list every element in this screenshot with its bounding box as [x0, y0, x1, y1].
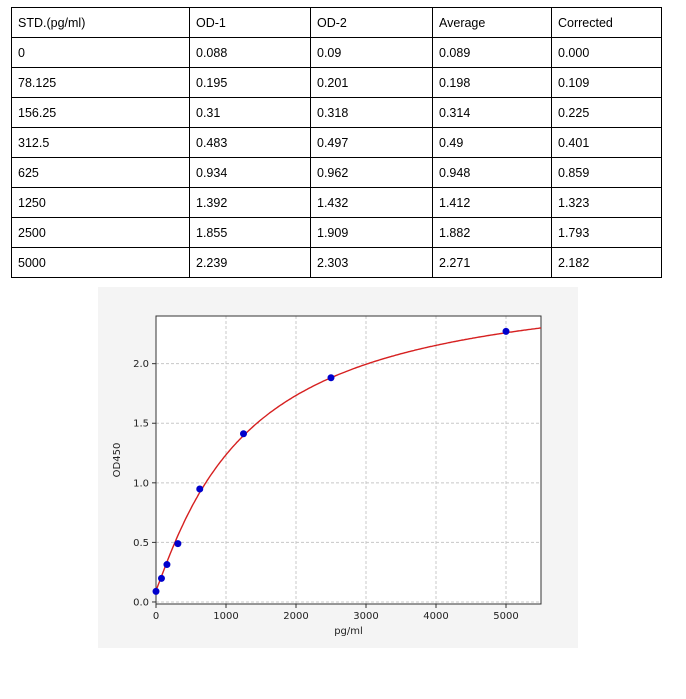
data-point — [196, 485, 204, 493]
table-row: 2500 1.855 1.909 1.882 1.793 — [11, 217, 662, 248]
y-tick-label: 1.5 — [133, 419, 149, 430]
table-cell: 0.49 — [432, 127, 552, 158]
x-tick-label: 5000 — [493, 611, 518, 622]
fit-curve — [155, 327, 542, 591]
table-cell: 0.318 — [310, 97, 433, 128]
table-cell: 5000 — [11, 247, 190, 278]
table-row: 78.125 0.195 0.201 0.198 0.109 — [11, 67, 662, 98]
table-cell: 0 — [11, 37, 190, 68]
table-row: 156.25 0.31 0.318 0.314 0.225 — [11, 97, 662, 128]
standard-curve-chart: 0 1000 2000 3000 4000 5000 0.0 0.5 1.0 1.5 2.0 pg/m… — [112, 315, 542, 637]
table-cell: 0.201 — [310, 67, 433, 98]
table-cell: 0.09 — [310, 37, 433, 68]
table-row: 0 0.088 0.09 0.089 0.000 — [11, 37, 662, 68]
table-cell: 1.855 — [189, 217, 311, 248]
table-cell: 2.303 — [310, 247, 433, 278]
table-cell: 2.271 — [432, 247, 552, 278]
table-cell: 0.401 — [551, 127, 662, 158]
table-cell: 78.125 — [11, 67, 190, 98]
plot-area — [156, 316, 541, 604]
y-tick-label: 0.0 — [133, 597, 149, 608]
table-cell: 0.497 — [310, 127, 433, 158]
column-header: Average — [432, 7, 552, 38]
table-cell: 312.5 — [11, 127, 190, 158]
standard-curve-table: STD.(pg/ml) OD-1 OD-2 Average Corrected 0 0.08… — [11, 7, 662, 278]
table-row: 625 0.934 0.962 0.948 0.859 — [11, 157, 662, 188]
data-point — [240, 430, 247, 438]
table-row: 5000 2.239 2.303 2.271 2.182 — [11, 247, 662, 278]
table-cell: 0.962 — [310, 157, 433, 188]
table-cell: 0.109 — [551, 67, 662, 98]
table-cell: 2.182 — [551, 247, 662, 278]
column-header: OD-1 — [189, 7, 311, 38]
y-tick-label: 0.5 — [133, 538, 149, 549]
x-axis-label: pg/ml — [334, 626, 363, 637]
table-cell: 1250 — [11, 187, 190, 218]
data-point — [152, 587, 160, 595]
table-cell: 1.432 — [310, 187, 433, 218]
column-header: OD-2 — [310, 7, 433, 38]
x-tick-label: 4000 — [423, 611, 448, 622]
data-point — [157, 574, 165, 582]
table-cell: 0.483 — [189, 127, 311, 158]
y-tick-label: 2.0 — [133, 359, 149, 370]
plot-frame — [155, 315, 542, 605]
table-header-row: STD.(pg/ml) OD-1 OD-2 Average Corrected — [11, 7, 662, 38]
table-cell: 0.198 — [432, 67, 552, 98]
table-cell: 0.000 — [551, 37, 662, 68]
table-cell: 1.392 — [189, 187, 311, 218]
table-cell: 0.314 — [432, 97, 552, 128]
x-tick-label: 2000 — [283, 611, 308, 622]
x-tick-label: 3000 — [353, 611, 378, 622]
table-cell: 1.909 — [310, 217, 433, 248]
data-point — [174, 540, 182, 548]
table-cell: 0.225 — [551, 97, 662, 128]
table-cell: 1.412 — [432, 187, 552, 218]
table-cell: 1.882 — [432, 217, 552, 248]
table-cell: 0.31 — [189, 97, 311, 128]
data-point — [327, 374, 335, 382]
table-cell: 0.859 — [551, 157, 662, 188]
table-cell: 625 — [11, 157, 190, 188]
data-point — [163, 561, 171, 569]
column-header: Corrected — [551, 7, 662, 38]
table-cell: 0.948 — [432, 157, 552, 188]
table-cell: 2500 — [11, 217, 190, 248]
y-axis-label: OD450 — [112, 443, 123, 478]
table-cell: 0.089 — [432, 37, 552, 68]
table-row: 312.5 0.483 0.497 0.49 0.401 — [11, 127, 662, 158]
x-tick-label: 0 — [153, 611, 159, 622]
y-tick-label: 1.0 — [133, 478, 149, 489]
data-point — [502, 327, 510, 335]
table-cell: 0.934 — [189, 157, 311, 188]
column-header: STD.(pg/ml) — [11, 7, 190, 38]
x-tick-label: 1000 — [213, 611, 238, 622]
standard-curve-figure: 0 1000 2000 3000 4000 5000 0.0 0.5 1.0 1.5 2.0 pg/m… — [98, 287, 578, 648]
table-cell: 0.088 — [189, 37, 311, 68]
table-cell: 1.323 — [551, 187, 662, 218]
table-cell: 0.195 — [189, 67, 311, 98]
table-cell: 1.793 — [551, 217, 662, 248]
table-cell: 2.239 — [189, 247, 311, 278]
table-cell: 156.25 — [11, 97, 190, 128]
table-row: 1250 1.392 1.432 1.412 1.323 — [11, 187, 662, 218]
